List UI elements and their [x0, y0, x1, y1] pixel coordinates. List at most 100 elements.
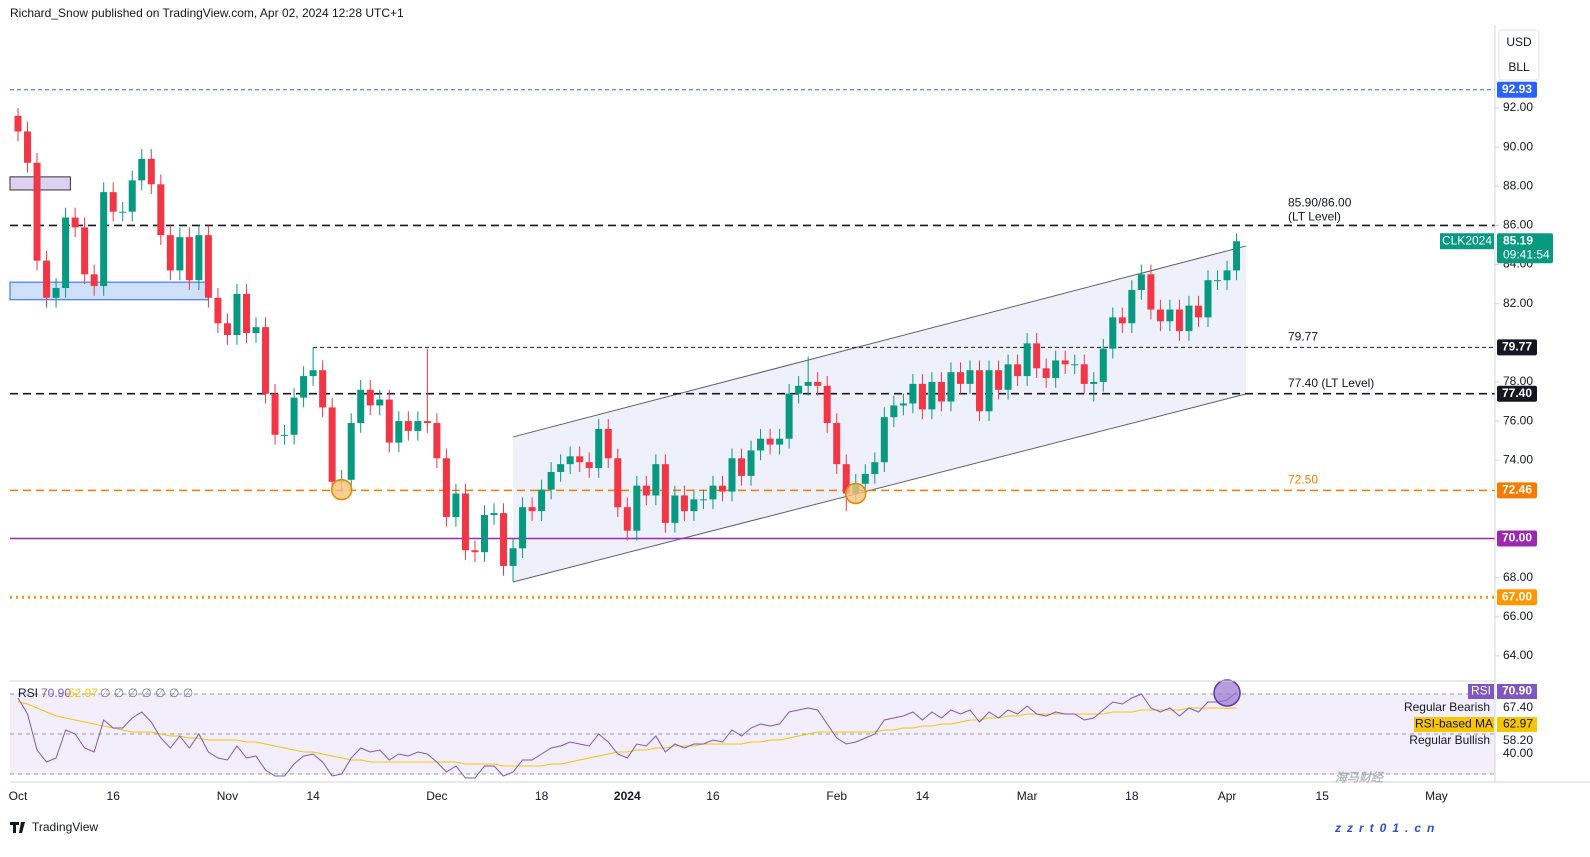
channel-fill [513, 245, 1247, 582]
byline: Richard_Snow published on TradingView.co… [10, 6, 404, 20]
candle-body [1099, 348, 1107, 382]
candle-body [319, 370, 327, 408]
candle-body [1080, 364, 1088, 384]
candle-body [623, 507, 631, 531]
candle-body [109, 192, 117, 212]
candle-body [242, 293, 250, 334]
candle-body [604, 428, 612, 459]
channel-lower [512, 393, 1247, 583]
currency-box [1498, 29, 1540, 81]
candle-body [804, 381, 812, 386]
candle-body [71, 217, 79, 228]
x-tick-label: Feb [826, 789, 847, 803]
x-tick-label: Oct [9, 789, 28, 803]
candle-body [1033, 343, 1041, 369]
candle-body [157, 184, 165, 236]
candle-body [214, 297, 222, 324]
marker [845, 482, 867, 505]
candle-body [880, 417, 888, 463]
level-tag: 92.93 [1502, 82, 1532, 96]
candle-body [14, 115, 22, 132]
rsi-ma-line [17, 701, 1237, 767]
price-axis-bg [1495, 0, 1590, 857]
plot-area: 85.90/86.00(LT Level) 79.77 77.40 (LT Leve… [9, 89, 1495, 779]
candle-body [471, 550, 479, 553]
candle-body [652, 464, 660, 496]
candle-body [1118, 317, 1126, 324]
candle-body [823, 385, 831, 424]
candle-body [452, 493, 460, 517]
price-axis: 92.0090.0088.0086.0084.0082.0078.0076.00… [9, 81, 1553, 803]
level-tag: 72.46 [1502, 483, 1532, 497]
rsi-value-bg [1497, 684, 1537, 699]
currency: USD [1506, 35, 1532, 49]
candle-body [671, 495, 679, 523]
candle-body [833, 423, 841, 465]
candle-body [1023, 343, 1031, 377]
candle-body [871, 462, 879, 474]
level-tag-bg [1497, 385, 1537, 402]
level-tag: 77.40 [1502, 386, 1532, 400]
x-tick-label: 18 [1125, 789, 1139, 803]
candle-body [1185, 305, 1193, 332]
candle-body [1061, 360, 1069, 365]
x-tick-label: 14 [916, 789, 930, 803]
watermark: 海马财经 [1335, 771, 1385, 785]
rsi-legend-extra: ∅ ∅ ∅ ∅ ∅ ∅ ∅ [100, 686, 193, 700]
level-tag: 70.00 [1502, 531, 1532, 545]
candle-body [1166, 309, 1174, 322]
rsi-ma-name-bg [1414, 717, 1494, 732]
rsi-tag-name: Regular Bullish [1409, 733, 1490, 747]
candle-body [633, 485, 641, 531]
candle-body [595, 428, 603, 469]
candle-body [490, 513, 498, 516]
x-tick-label: 15 [1316, 789, 1330, 803]
candle-body [100, 192, 108, 287]
rsi-tag: 40.00 [1503, 746, 1533, 760]
rsi-line [17, 691, 1237, 779]
countdown: 09:41:54 [1503, 247, 1550, 261]
rsi-ma-bg [1497, 717, 1537, 732]
rsi-name-tag: RSI [1471, 684, 1491, 698]
candle-body [557, 464, 565, 472]
candle-body [956, 372, 964, 384]
candle-body [861, 473, 869, 484]
candle-body [347, 423, 355, 480]
candle-body [433, 423, 441, 459]
level-note: 77.40 (LT Level) [1288, 376, 1374, 390]
level-tag-bg [1497, 530, 1537, 547]
brand: TradingView [10, 820, 98, 834]
candle-body [1175, 309, 1183, 332]
candle-body [1109, 317, 1117, 349]
candle-body [909, 383, 917, 404]
candle-body [138, 158, 146, 181]
x-tick-label: 16 [706, 789, 720, 803]
rsi-ma-tag: 62.97 [1503, 717, 1533, 731]
candle-body [414, 421, 422, 431]
candle-body [1042, 368, 1050, 379]
x-tick-label: 16 [107, 789, 121, 803]
candle-body [442, 458, 450, 517]
candle-body [747, 450, 755, 476]
candle-body [204, 235, 212, 298]
candle-body [33, 162, 41, 261]
candle-body [757, 438, 765, 451]
candle-body [709, 485, 717, 500]
candle-body [566, 456, 574, 465]
x-tick-label: Dec [426, 789, 447, 803]
x-tick-label: 14 [306, 789, 320, 803]
rsi-tag: 67.40 [1503, 700, 1533, 714]
candle-body [776, 438, 784, 445]
y-tick-label: 78.00 [1503, 374, 1533, 388]
candle-body [890, 405, 898, 418]
y-tick-label: 68.00 [1503, 570, 1533, 584]
rsi-tag-name: Regular Bearish [1404, 700, 1490, 714]
brand-logo [10, 822, 25, 833]
candle-body [690, 499, 698, 512]
candle-body [1233, 241, 1241, 271]
candle-body [357, 389, 365, 424]
candle-body [1156, 309, 1164, 322]
unit: BLL [1508, 60, 1530, 74]
symbol-tag-bg [1440, 233, 1494, 250]
